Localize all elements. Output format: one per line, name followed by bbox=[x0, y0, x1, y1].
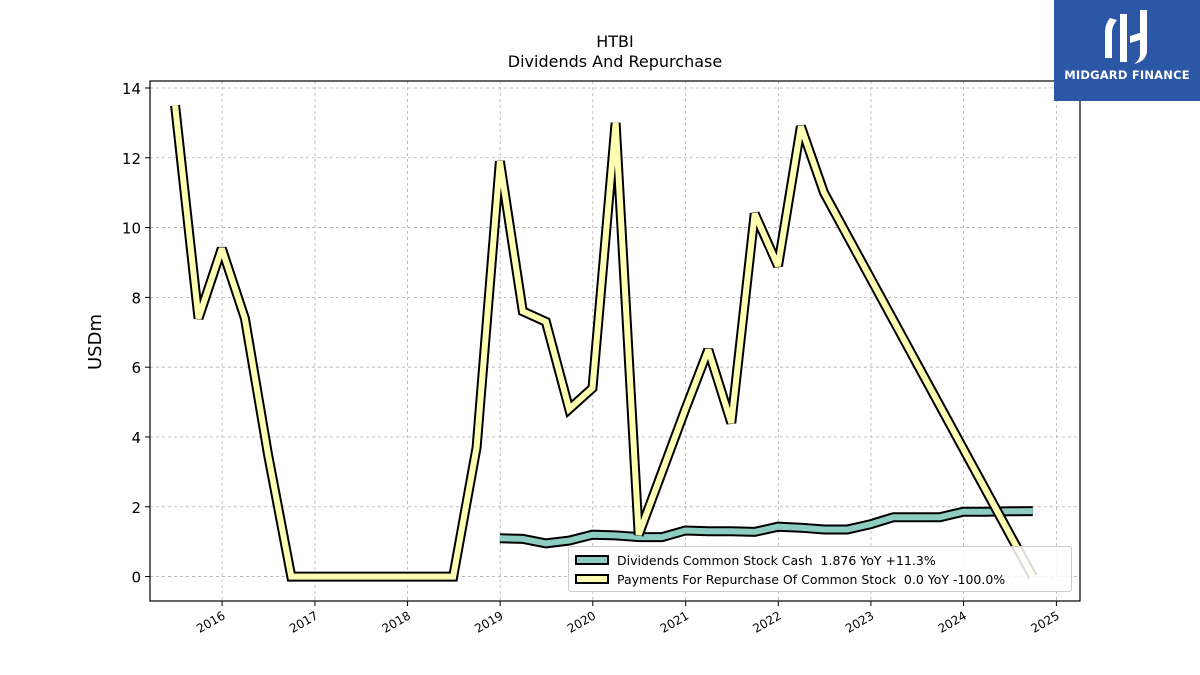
legend: Dividends Common Stock Cash 1.876 YoY +1… bbox=[568, 546, 1072, 592]
chart-subtitle: Dividends And Repurchase bbox=[508, 52, 722, 71]
legend-label-repurchase: Payments For Repurchase Of Common Stock … bbox=[617, 571, 1006, 587]
plot-frame bbox=[149, 80, 1081, 602]
y-tick-label: 14 bbox=[122, 80, 141, 98]
brand-logo: MIDGARD FINANCE bbox=[1054, 0, 1200, 101]
y-tick-label: 10 bbox=[122, 220, 141, 238]
series-layer bbox=[170, 104, 1038, 582]
y-axis-ticks: 0 2 4 6 8 10 12 14 bbox=[122, 80, 150, 587]
y-axis-label: USDm bbox=[85, 314, 106, 370]
x-tick-label: 2019 bbox=[472, 608, 505, 635]
x-tick-label: 2021 bbox=[658, 608, 691, 635]
series-line-1 bbox=[172, 105, 1036, 580]
legend-label-dividends: Dividends Common Stock Cash 1.876 YoY +1… bbox=[617, 552, 936, 568]
legend-swatch-dividends bbox=[575, 555, 609, 565]
x-axis-ticks: 2016 2017 2018 2019 2020 2021 2022 2023 2024 2025 bbox=[194, 601, 1062, 636]
x-tick-label: 2022 bbox=[750, 608, 783, 635]
y-tick-label: 0 bbox=[131, 569, 141, 587]
series-line-0 bbox=[499, 508, 1033, 547]
x-tick-label: 2023 bbox=[843, 608, 876, 635]
x-tick-label: 2016 bbox=[194, 608, 227, 635]
x-tick-label: 2025 bbox=[1028, 608, 1061, 635]
x-tick-label: 2018 bbox=[380, 608, 413, 635]
y-tick-label: 4 bbox=[131, 429, 141, 447]
y-tick-label: 6 bbox=[131, 359, 141, 377]
legend-swatch-repurchase bbox=[575, 574, 609, 584]
x-tick-label: 2024 bbox=[936, 608, 969, 635]
x-tick-label: 2017 bbox=[287, 608, 320, 635]
legend-item-repurchase: Payments For Repurchase Of Common Stock … bbox=[575, 570, 1005, 588]
legend-item-dividends: Dividends Common Stock Cash 1.876 YoY +1… bbox=[575, 551, 936, 569]
logo-mark-icon bbox=[1105, 10, 1147, 64]
y-tick-label: 12 bbox=[122, 150, 141, 168]
y-tick-label: 2 bbox=[131, 499, 141, 517]
brand-name: MIDGARD FINANCE bbox=[1064, 68, 1190, 82]
x-tick-label: 2020 bbox=[565, 608, 598, 635]
chart-title: HTBI bbox=[596, 32, 634, 51]
y-tick-label: 8 bbox=[131, 289, 141, 307]
